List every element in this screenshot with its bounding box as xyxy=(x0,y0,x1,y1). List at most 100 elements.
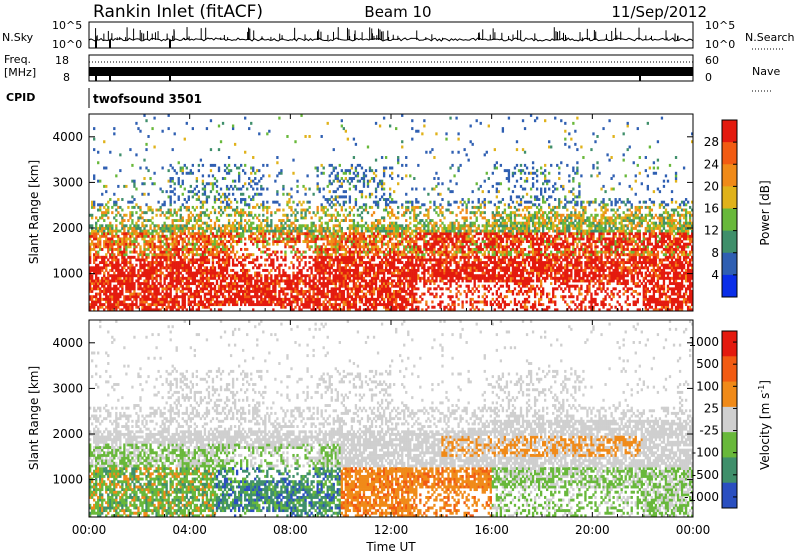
data-cell xyxy=(193,232,196,236)
data-cell xyxy=(368,300,372,304)
data-cell xyxy=(225,271,229,275)
data-cell xyxy=(131,263,134,267)
data-cell xyxy=(391,198,394,201)
data-cell xyxy=(89,213,92,217)
data-cell xyxy=(233,219,237,222)
data-cell xyxy=(411,295,414,299)
data-cell xyxy=(177,226,180,230)
data-cell xyxy=(181,229,184,233)
data-cell xyxy=(137,234,140,238)
data-cell xyxy=(105,184,108,188)
data-cell xyxy=(252,242,255,246)
data-cell xyxy=(318,303,321,307)
data-cell xyxy=(229,200,233,204)
data-cell xyxy=(205,255,209,259)
data-cell xyxy=(364,271,368,275)
data-cell xyxy=(217,226,221,230)
data-cell xyxy=(407,300,410,304)
data-cell xyxy=(209,250,213,254)
data-cell xyxy=(306,234,309,238)
data-cell xyxy=(171,148,174,152)
data-cell xyxy=(131,300,134,304)
data-cell xyxy=(153,226,156,230)
data-cell xyxy=(103,274,106,278)
data-cell xyxy=(99,179,102,183)
data-cell xyxy=(207,261,211,265)
data-cell xyxy=(290,237,293,241)
data-cell xyxy=(254,232,257,236)
data-cell xyxy=(376,232,380,236)
data-cell xyxy=(262,240,265,244)
data-cell xyxy=(407,287,410,291)
data-cell xyxy=(215,240,219,244)
data-cell xyxy=(276,156,279,159)
data-cell xyxy=(187,247,190,251)
data-cell xyxy=(391,245,394,249)
date-title: 11/Sep/2012 xyxy=(611,3,707,21)
data-cell xyxy=(89,297,92,301)
data-cell xyxy=(405,234,408,238)
data-cell xyxy=(336,200,339,204)
data-cell xyxy=(368,268,372,272)
data-cell xyxy=(330,163,333,167)
data-cell xyxy=(378,247,382,251)
data-cell xyxy=(334,255,337,259)
data-cell xyxy=(117,295,120,299)
data-cell xyxy=(300,224,303,228)
data-cell xyxy=(376,245,380,249)
data-cell xyxy=(384,200,388,204)
data-cell xyxy=(391,200,394,204)
data-cell xyxy=(352,300,356,304)
data-cell xyxy=(117,258,120,262)
data-cell xyxy=(380,182,384,186)
data-cell xyxy=(316,169,319,173)
data-cell xyxy=(314,237,317,241)
data-cell xyxy=(105,297,108,301)
data-cell xyxy=(225,255,229,259)
data-cell xyxy=(318,247,321,251)
data-cell xyxy=(336,287,339,291)
freq-tick-high: 18 xyxy=(55,54,69,67)
data-cell xyxy=(393,234,396,238)
data-cell xyxy=(111,305,114,309)
data-cell xyxy=(91,282,94,286)
data-cell xyxy=(242,279,245,283)
data-cell xyxy=(183,300,186,304)
data-cell xyxy=(314,213,317,217)
data-cell xyxy=(201,237,205,241)
data-cell xyxy=(185,276,188,280)
data-cell xyxy=(105,208,108,212)
data-cell xyxy=(382,224,386,228)
data-cell xyxy=(405,245,408,249)
data-cell xyxy=(209,211,213,215)
data-cell xyxy=(372,271,376,275)
data-cell xyxy=(388,289,392,293)
data-cell xyxy=(117,303,120,307)
data-cell xyxy=(109,282,112,286)
data-cell xyxy=(145,229,148,233)
data-cell xyxy=(246,255,249,259)
data-cell xyxy=(382,250,386,254)
data-cell xyxy=(189,271,192,275)
data-cell xyxy=(286,274,289,278)
data-cell xyxy=(121,266,124,270)
data-cell xyxy=(395,127,398,131)
data-cell xyxy=(386,295,390,299)
data-cell xyxy=(233,224,237,228)
data-cell xyxy=(235,276,239,280)
data-cell xyxy=(374,305,378,309)
data-cell xyxy=(391,250,394,254)
data-cell xyxy=(250,198,253,201)
data-cell xyxy=(127,242,130,246)
data-cell xyxy=(103,282,106,286)
data-cell xyxy=(175,274,178,278)
data-cell xyxy=(235,287,239,291)
data-cell xyxy=(173,295,176,299)
data-cell xyxy=(332,232,335,236)
data-cell xyxy=(209,300,213,304)
nsearch-label: N.Search xyxy=(745,31,795,44)
data-cell xyxy=(193,224,196,228)
data-cell xyxy=(159,245,162,249)
data-cell xyxy=(95,229,98,233)
data-cell xyxy=(169,177,172,180)
